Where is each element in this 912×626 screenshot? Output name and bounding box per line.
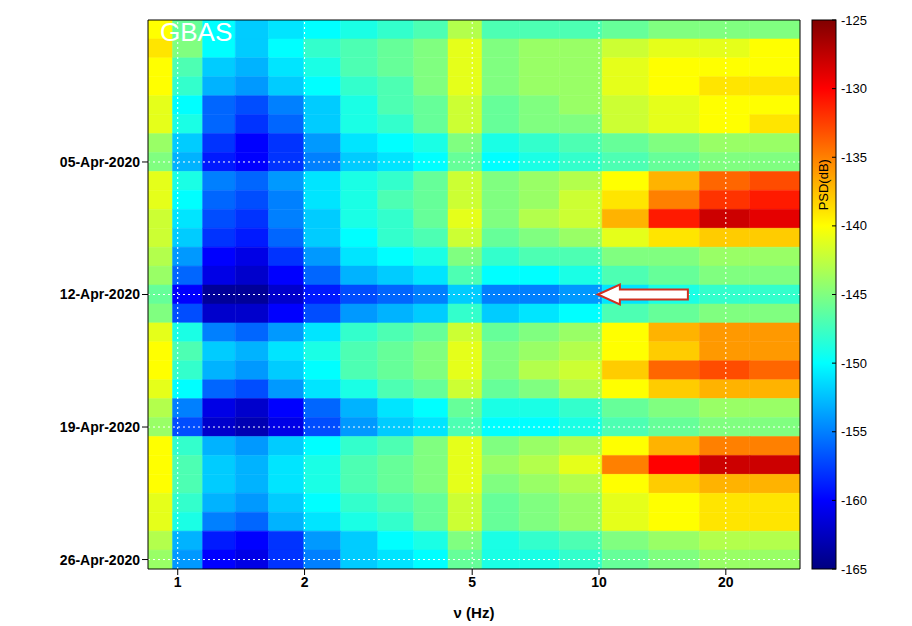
svg-text:ν (Hz): ν (Hz) — [454, 604, 495, 621]
svg-text:-160: -160 — [841, 493, 867, 508]
svg-text:-130: -130 — [841, 81, 867, 96]
svg-text:-125: -125 — [841, 13, 867, 28]
svg-text:-150: -150 — [841, 356, 867, 371]
svg-text:12-Apr-2020: 12-Apr-2020 — [60, 286, 140, 302]
svg-text:-135: -135 — [841, 150, 867, 165]
svg-text:-145: -145 — [841, 287, 867, 302]
svg-text:5: 5 — [468, 574, 476, 590]
svg-text:-165: -165 — [841, 562, 867, 577]
html-text:GBAS: GBAS — [160, 17, 233, 47]
svg-text:PSD(dB): PSD(dB) — [817, 159, 832, 210]
svg-text:-140: -140 — [841, 218, 867, 233]
svg-text:26-Apr-2020: 26-Apr-2020 — [60, 552, 140, 568]
svg-text:20: 20 — [718, 574, 734, 590]
svg-text:2: 2 — [301, 574, 309, 590]
svg-text:10: 10 — [591, 574, 607, 590]
svg-text:-155: -155 — [841, 424, 867, 439]
svg-text:19-Apr-2020: 19-Apr-2020 — [60, 419, 140, 435]
svg-text:05-Apr-2020: 05-Apr-2020 — [60, 154, 140, 170]
svg-text:1: 1 — [174, 574, 182, 590]
